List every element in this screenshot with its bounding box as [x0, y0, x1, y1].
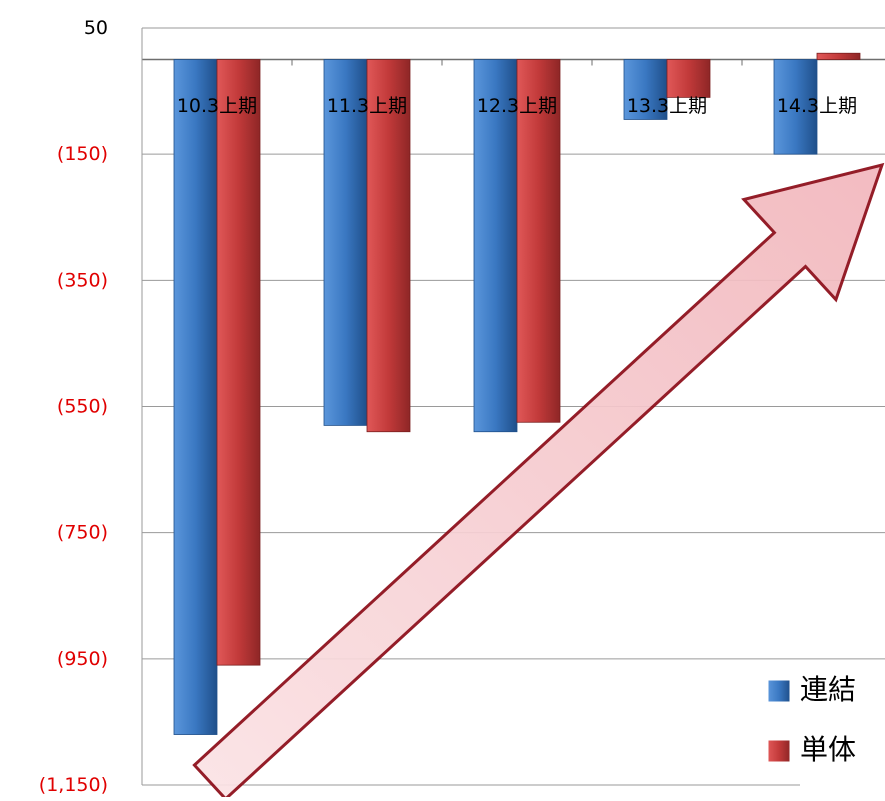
category-label: 13.3上期 — [627, 95, 707, 117]
bar-1 — [816, 52, 861, 60]
category-label: 11.3上期 — [327, 95, 407, 117]
category-label: 14.3上期 — [777, 95, 857, 117]
bar-0 — [473, 59, 518, 433]
bar-1 — [666, 59, 711, 98]
category-label: 12.3上期 — [477, 95, 557, 117]
x-axis-labels: 10.3上期 11.3上期 12.3上期 13.3上期 14.3上期 — [177, 95, 857, 117]
bar-0 — [173, 59, 218, 735]
y-tick-label: (150) — [57, 143, 108, 165]
y-tick-label: (350) — [57, 269, 108, 291]
y-tick-label: 50 — [84, 17, 108, 39]
bar-1 — [366, 59, 411, 433]
y-tick-label: (1,150) — [39, 774, 108, 796]
legend-swatch-0 — [767, 679, 791, 703]
trend-arrow-shape — [192, 162, 885, 801]
trend-arrow — [192, 162, 885, 801]
bar-1 — [216, 59, 261, 666]
y-tick-label: (750) — [57, 522, 108, 544]
y-tick-label: (950) — [57, 648, 108, 670]
legend-swatch-1 — [767, 739, 791, 763]
y-axis: 50 (150) (350) (550) (750) (950) (1,150) — [39, 17, 143, 796]
bar-1 — [516, 59, 561, 423]
category-label: 10.3上期 — [177, 95, 257, 117]
bars — [173, 52, 861, 735]
legend-label-1: 単体 — [800, 733, 856, 766]
y-tick-label: (550) — [57, 396, 108, 418]
legend-label-0: 連結 — [800, 673, 856, 706]
bar-0 — [773, 59, 818, 155]
